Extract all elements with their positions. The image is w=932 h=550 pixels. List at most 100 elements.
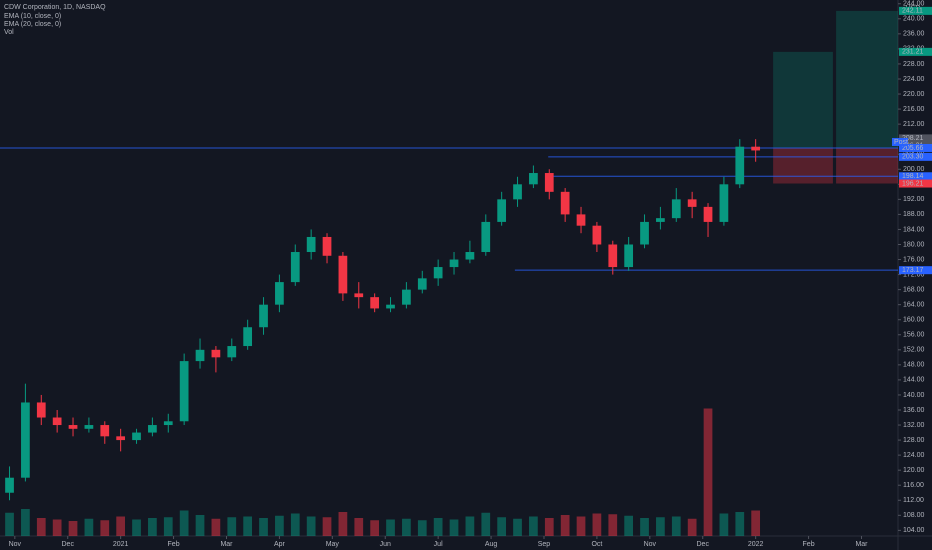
y-tick-label: 116.00 xyxy=(903,482,924,489)
x-tick-label: Jul xyxy=(434,541,443,548)
candle-body xyxy=(481,221,491,253)
candle-body xyxy=(68,425,78,429)
volume-bar xyxy=(275,515,284,536)
volume-bar xyxy=(417,520,427,536)
y-tick-label: 240.00 xyxy=(903,16,925,23)
y-tick-label: 128.00 xyxy=(903,437,925,444)
y-tick-label: 224.00 xyxy=(903,76,925,83)
candle-body xyxy=(529,173,538,185)
volume-bar xyxy=(52,519,62,536)
volume-bar xyxy=(21,509,30,536)
loss-zone xyxy=(836,147,898,184)
candle-body xyxy=(719,184,729,222)
candle-body xyxy=(354,293,364,298)
candle-body xyxy=(338,255,348,294)
price-tag xyxy=(899,6,932,15)
y-tick-label: 132.00 xyxy=(903,422,925,429)
candle-body xyxy=(36,402,46,418)
volume-bar xyxy=(116,516,126,536)
volume-bar xyxy=(497,517,507,536)
candle-body xyxy=(306,236,316,253)
candle-body xyxy=(656,218,665,222)
candle-body xyxy=(290,252,300,283)
candle-body xyxy=(592,225,602,245)
price-tag xyxy=(899,172,932,181)
volume-bar xyxy=(751,510,761,536)
candle-body xyxy=(195,349,205,362)
price-tag xyxy=(899,47,932,56)
candle-body xyxy=(513,184,522,200)
volume-bar xyxy=(735,512,745,536)
candle-body xyxy=(417,278,427,290)
volume-bar xyxy=(148,518,157,536)
y-tick-label: 104.00 xyxy=(903,527,925,534)
candle-body xyxy=(560,191,570,215)
candle-body xyxy=(259,304,268,328)
volume-bar xyxy=(354,518,364,536)
candle-body xyxy=(640,221,649,245)
volume-bar xyxy=(306,516,316,536)
volume-bar xyxy=(68,521,78,536)
volume-bar xyxy=(322,517,332,536)
volume-bar xyxy=(211,518,221,536)
session-tag xyxy=(892,137,908,146)
price-tag xyxy=(899,143,932,152)
indicator-label: Vol xyxy=(4,29,14,36)
price-tag xyxy=(899,179,932,188)
candle-body xyxy=(386,304,395,309)
volume-bar xyxy=(719,513,729,536)
volume-bar xyxy=(513,518,522,536)
x-tick-label: Nov xyxy=(9,541,22,548)
price-tag xyxy=(899,152,932,161)
candle-body xyxy=(163,421,173,426)
volume-bar xyxy=(608,514,618,536)
volume-bar xyxy=(259,518,268,536)
volume-bar xyxy=(100,520,110,536)
y-tick-label: 172.00 xyxy=(903,271,925,278)
x-tick-label: Aug xyxy=(485,541,498,548)
y-tick-label: 180.00 xyxy=(903,241,925,248)
volume-bar xyxy=(84,518,94,536)
y-tick-label: 112.00 xyxy=(903,497,924,504)
y-tick-label: 168.00 xyxy=(903,286,925,293)
candle-body xyxy=(243,327,253,347)
y-tick-label: 184.00 xyxy=(903,226,925,233)
candle-body xyxy=(132,432,141,441)
candle-body xyxy=(465,252,475,260)
y-tick-label: 124.00 xyxy=(903,452,925,459)
candle-body xyxy=(179,361,189,422)
volume-bar xyxy=(179,510,189,536)
profit-zone xyxy=(836,10,898,148)
volume-bar xyxy=(544,518,554,536)
x-tick-label: Feb xyxy=(803,541,815,548)
price-tag-label: 231.21 xyxy=(902,49,924,56)
candle-body xyxy=(544,173,554,192)
x-tick-label: Mar xyxy=(220,541,233,548)
plot xyxy=(0,10,898,536)
y-tick-label: 140.00 xyxy=(903,392,925,399)
volume-bar xyxy=(36,518,46,536)
x-tick-label: Mar xyxy=(855,541,868,548)
volume-bar xyxy=(576,516,586,536)
price-tag-label: 173.17 xyxy=(902,267,924,274)
candle-body xyxy=(370,297,380,309)
x-tick-label: Dec xyxy=(697,541,710,548)
volume-bar xyxy=(195,515,205,536)
x-tick-label: Oct xyxy=(591,541,602,548)
y-tick-label: 160.00 xyxy=(903,317,925,324)
candle-body xyxy=(751,146,761,151)
candle-body xyxy=(100,425,110,437)
volume-bar xyxy=(433,518,443,536)
y-tick-label: 120.00 xyxy=(903,467,925,474)
volume-bar xyxy=(227,517,237,536)
candle-body xyxy=(687,199,697,207)
candle-body xyxy=(576,214,586,226)
price-tag xyxy=(899,134,932,143)
candle-body xyxy=(624,244,634,268)
volume-bar xyxy=(402,518,411,536)
candle-body xyxy=(402,289,411,305)
price-tag-label: 196.21 xyxy=(902,180,924,187)
indicator-label: EMA (20, close, 0) xyxy=(4,21,61,28)
